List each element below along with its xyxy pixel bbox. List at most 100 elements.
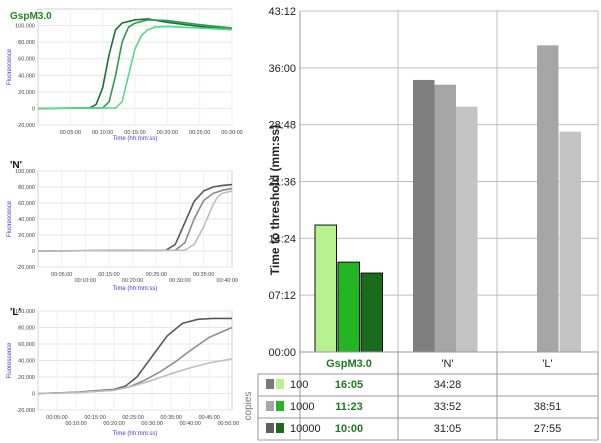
bar-l-1000 <box>537 45 559 353</box>
y-axis-title: Fluorescence <box>7 342 13 379</box>
x-tick-label: 00:10:00 <box>75 278 96 284</box>
y-tick-label: 43:12 <box>268 6 296 18</box>
x-tick-label: 00:10:00 <box>92 130 113 136</box>
y-tick-label: 20,000 <box>18 375 35 381</box>
x-tick-label: 00:10:00 <box>65 421 86 427</box>
table-cell: 11:23 <box>335 401 363 413</box>
series-line-3 <box>37 190 233 252</box>
bar-n-1000 <box>434 84 456 352</box>
table-cell: 27:55 <box>534 423 562 435</box>
y-tick-label: 80,000 <box>18 40 35 46</box>
row-label: 100 <box>290 379 308 391</box>
bar-chart-time-to-threshold: Time to threshold (mm:ss) 00:00 07:12 14:2… <box>243 6 599 441</box>
x-axis-title: Time (hh:mm:ss) <box>113 136 158 142</box>
y-tick-label: 80,000 <box>18 326 35 332</box>
x-tick-label: 00:05:00 <box>60 130 81 136</box>
table-cell: 33:52 <box>434 401 462 413</box>
x-tick-label: 00:30:00 <box>221 130 242 136</box>
y-tick-label: -20,000 <box>16 408 35 414</box>
copies-label: copies <box>243 392 254 421</box>
legend-swatch-gray <box>266 401 274 411</box>
y-tick-label: -20,000 <box>16 265 35 271</box>
y-tick-label: 20,000 <box>18 90 35 96</box>
category-label-l: 'L' <box>542 358 552 370</box>
series-line-3 <box>37 25 233 110</box>
y-tick-label: 07:12 <box>268 290 296 302</box>
x-tick-label: 00:35:00 <box>193 272 214 278</box>
y-tick-label: -20,000 <box>16 123 35 129</box>
y-tick-label: 60,000 <box>18 57 35 63</box>
category-label-gspm30: GspM3.0 <box>326 358 372 370</box>
legend-swatch-green <box>276 423 284 433</box>
y-tick-label: 28:48 <box>268 120 296 132</box>
x-tick-label: 00:25:00 <box>189 130 210 136</box>
line-chart-l: -20,000 0 20,000 40,000 60,000 80,000 100,000 0… <box>7 307 239 437</box>
series-line-2 <box>37 19 233 110</box>
table-cell: 10:00 <box>335 423 363 435</box>
x-tick-label: 00:25:00 <box>122 415 143 421</box>
y-axis-title: Time to threshold (mm:ss) <box>268 125 282 275</box>
y-tick-label: 0 <box>32 106 35 112</box>
y-axis-title: Fluorescence <box>7 200 13 237</box>
x-tick-label: 00:20:00 <box>157 130 178 136</box>
legend-swatch-green <box>276 379 284 389</box>
y-tick-label: 0 <box>32 249 35 255</box>
y-tick-label: 21:36 <box>268 177 296 189</box>
y-tick-label: 20,000 <box>18 233 35 239</box>
y-axis-title: Fluorescence <box>7 48 13 85</box>
x-tick-label: 00:05:00 <box>46 415 67 421</box>
table-body <box>257 373 599 441</box>
y-tick-label: 100,000 <box>15 169 35 175</box>
x-tick-label: 00:05:00 <box>51 272 72 278</box>
x-tick-label: 00:35:00 <box>160 415 181 421</box>
y-tick-label: 40,000 <box>18 73 35 79</box>
chart-title: 'N' <box>10 160 22 171</box>
y-tick-label: 80,000 <box>18 185 35 191</box>
y-tick-label: 00:00 <box>268 347 296 359</box>
x-tick-label: 00:25:00 <box>146 272 167 278</box>
x-tick-label: 00:15:00 <box>98 272 119 278</box>
bar-n-10000 <box>456 106 478 353</box>
x-tick-label: 00:20:00 <box>103 421 124 427</box>
x-tick-label: 00:40:00 <box>217 278 238 284</box>
category-label-n: 'N' <box>441 358 453 370</box>
series-line-1 <box>37 183 233 252</box>
table-cell: 34:28 <box>434 379 462 391</box>
y-tick-label: 36:00 <box>268 63 296 75</box>
bar-l-10000 <box>559 131 581 352</box>
y-tick-label: 60,000 <box>18 201 35 207</box>
table-cell: 38:51 <box>534 401 562 413</box>
series-line-2 <box>37 187 233 252</box>
y-tick-label: 0 <box>32 392 35 398</box>
row-label: 10000 <box>290 423 321 435</box>
series-line-1 <box>37 18 233 110</box>
table-cell: 31:05 <box>434 423 462 435</box>
x-axis-title: Time (hh:mm:ss) <box>113 431 158 437</box>
bar-gspm30-100 <box>314 224 337 353</box>
x-tick-label: 00:20:00 <box>122 278 143 284</box>
legend-swatch-gray <box>266 379 274 389</box>
x-tick-label: 00:15:00 <box>84 415 105 421</box>
y-tick-label: 60,000 <box>18 342 35 348</box>
table-cell: 16:05 <box>335 379 363 391</box>
legend-swatch-gray <box>266 423 274 433</box>
line-chart-n: -20,000 0 20,000 40,000 60,000 80,000 100,000 0… <box>7 160 238 292</box>
x-tick-label: 00:50:00 <box>217 421 238 427</box>
series-line-3 <box>37 358 233 395</box>
bar-n-100 <box>413 79 435 352</box>
y-tick-label: 14:24 <box>268 233 296 245</box>
x-axis-title: Time (hh:mm:ss) <box>113 286 158 292</box>
chart-title: GspM3.0 <box>10 11 52 22</box>
y-tick-label: 40,000 <box>18 359 35 365</box>
row-label: 1000 <box>290 401 314 413</box>
bar-gspm30-10000 <box>360 272 383 353</box>
x-tick-label: 00:30:00 <box>141 421 162 427</box>
x-tick-label: 00:45:00 <box>198 415 219 421</box>
line-chart-gspm30: -20,000 0 20,000 40,000 60,000 80,000 100,000 0… <box>7 8 243 142</box>
chart-title: 'L' <box>10 307 21 318</box>
legend-swatch-green <box>276 401 284 411</box>
bar-gspm30-1000 <box>337 261 360 353</box>
y-tick-label: 40,000 <box>18 217 35 223</box>
x-tick-label: 00:30:00 <box>169 278 190 284</box>
